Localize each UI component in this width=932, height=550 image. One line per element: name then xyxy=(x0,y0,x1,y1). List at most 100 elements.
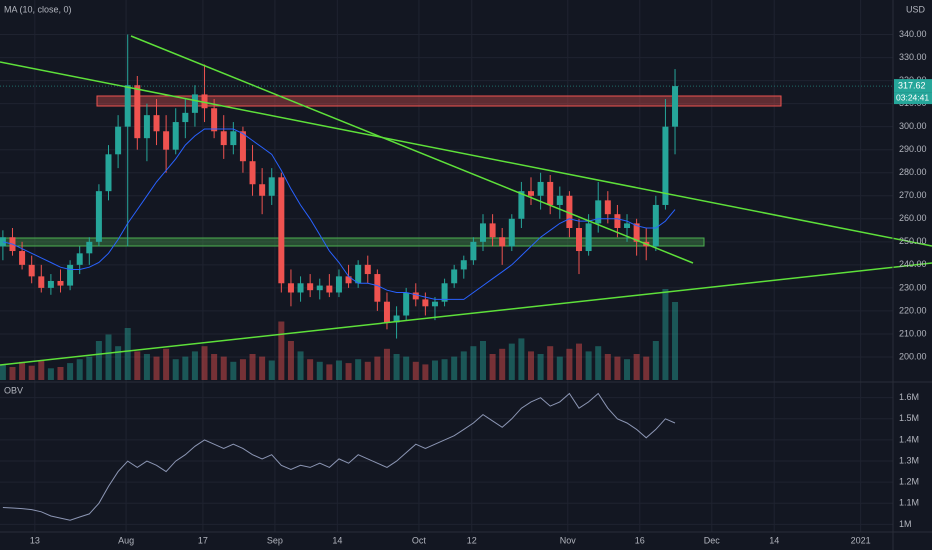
x-tick-label: 12 xyxy=(467,535,477,545)
volume-bar xyxy=(364,361,371,380)
candle-body xyxy=(393,315,400,323)
candle-body xyxy=(259,184,266,196)
volume-bar xyxy=(355,359,362,380)
volume-bar xyxy=(566,348,573,380)
volume-bar xyxy=(479,341,486,380)
candle-body xyxy=(19,251,26,265)
y-tick-label: 340.00 xyxy=(899,29,927,39)
volume-bar xyxy=(470,346,477,380)
y-tick-label: 250.00 xyxy=(899,236,927,246)
indicator-label: MA (10, close, 0) xyxy=(4,4,72,14)
x-tick-label: Dec xyxy=(704,535,721,545)
volume-bar xyxy=(451,356,458,380)
x-tick-label: 13 xyxy=(30,535,40,545)
y-tick-label: 220.00 xyxy=(899,305,927,315)
trendline xyxy=(130,35,694,264)
candle-body xyxy=(268,177,275,196)
x-tick-label: Oct xyxy=(412,535,427,545)
volume-bar xyxy=(153,356,160,380)
candle-body xyxy=(143,115,150,139)
resistance-zone xyxy=(96,95,782,107)
trendline xyxy=(0,262,932,366)
volume-bar xyxy=(239,359,246,380)
candle-body xyxy=(307,283,314,291)
x-tick-label: 14 xyxy=(769,535,779,545)
volume-bar xyxy=(307,359,314,380)
candle-body xyxy=(364,264,371,275)
y-tick-label: 280.00 xyxy=(899,167,927,177)
candle-body xyxy=(479,223,486,242)
volume-bar xyxy=(556,356,563,380)
candle-body xyxy=(633,223,640,242)
candle-body xyxy=(316,285,323,291)
candle-body xyxy=(201,94,208,109)
candle-body xyxy=(115,126,122,155)
volume-bar xyxy=(547,346,554,380)
x-tick-label: 16 xyxy=(635,535,645,545)
volume-bar xyxy=(643,356,650,380)
volume-bar xyxy=(211,354,218,380)
volume-bar xyxy=(422,364,429,380)
candle-body xyxy=(527,191,534,196)
volume-bar xyxy=(537,354,544,380)
volume-bar xyxy=(259,356,266,380)
volume-bar xyxy=(19,361,26,380)
obv-label: OBV xyxy=(4,385,23,395)
volume-bar xyxy=(76,359,83,380)
volume-bar xyxy=(67,363,74,380)
volume-bar xyxy=(335,360,342,380)
candle-body xyxy=(595,200,602,224)
volume-bar xyxy=(220,356,227,380)
candle-body xyxy=(614,214,621,228)
volume-bar xyxy=(172,359,179,380)
candle-body xyxy=(556,195,563,205)
volume-bar xyxy=(95,341,102,380)
volume-bar xyxy=(614,356,621,380)
candle-body xyxy=(38,276,45,288)
volume-bar xyxy=(460,351,467,380)
y-tick-label: 240.00 xyxy=(899,259,927,269)
candle-body xyxy=(441,283,448,302)
candle-body xyxy=(191,94,198,113)
volume-bar xyxy=(105,334,112,380)
candle-body xyxy=(345,276,352,284)
candle-body xyxy=(76,253,83,265)
candle-body xyxy=(67,264,74,286)
candle-body xyxy=(489,223,496,238)
candle-body xyxy=(451,269,458,284)
candle-body xyxy=(355,264,362,284)
y-tick-label: 1M xyxy=(899,519,912,529)
volume-bar xyxy=(201,346,208,380)
y-tick-label: 1.6M xyxy=(899,392,919,402)
candle-body xyxy=(57,280,64,286)
last-price: 317.62 xyxy=(898,80,926,90)
volume-bar xyxy=(143,354,150,380)
volume-bar xyxy=(393,354,400,380)
volume-bar xyxy=(585,351,592,380)
volume-bar xyxy=(124,328,131,380)
candle-body xyxy=(278,177,285,284)
volume-bar xyxy=(633,354,640,380)
volume-bar xyxy=(191,351,198,380)
candle-body xyxy=(412,292,419,300)
candle-body xyxy=(239,131,246,162)
y-tick-label: 1.2M xyxy=(899,477,919,487)
candle-body xyxy=(335,276,342,293)
y-tick-label: 270.00 xyxy=(899,190,927,200)
ma-line xyxy=(2,128,676,300)
volume-bar xyxy=(316,361,323,380)
candle-body xyxy=(508,218,515,247)
volume-bar xyxy=(345,363,352,380)
candle-body xyxy=(86,241,93,254)
volume-bar xyxy=(86,356,93,380)
candle-body xyxy=(624,223,631,228)
candle-body xyxy=(499,237,506,247)
volume-bar xyxy=(115,346,122,380)
candle-body xyxy=(470,241,477,261)
volume-bar xyxy=(268,360,275,380)
candle-body xyxy=(662,126,669,205)
volume-bar xyxy=(278,321,285,380)
candle-body xyxy=(297,283,304,293)
candle-body xyxy=(28,264,35,277)
